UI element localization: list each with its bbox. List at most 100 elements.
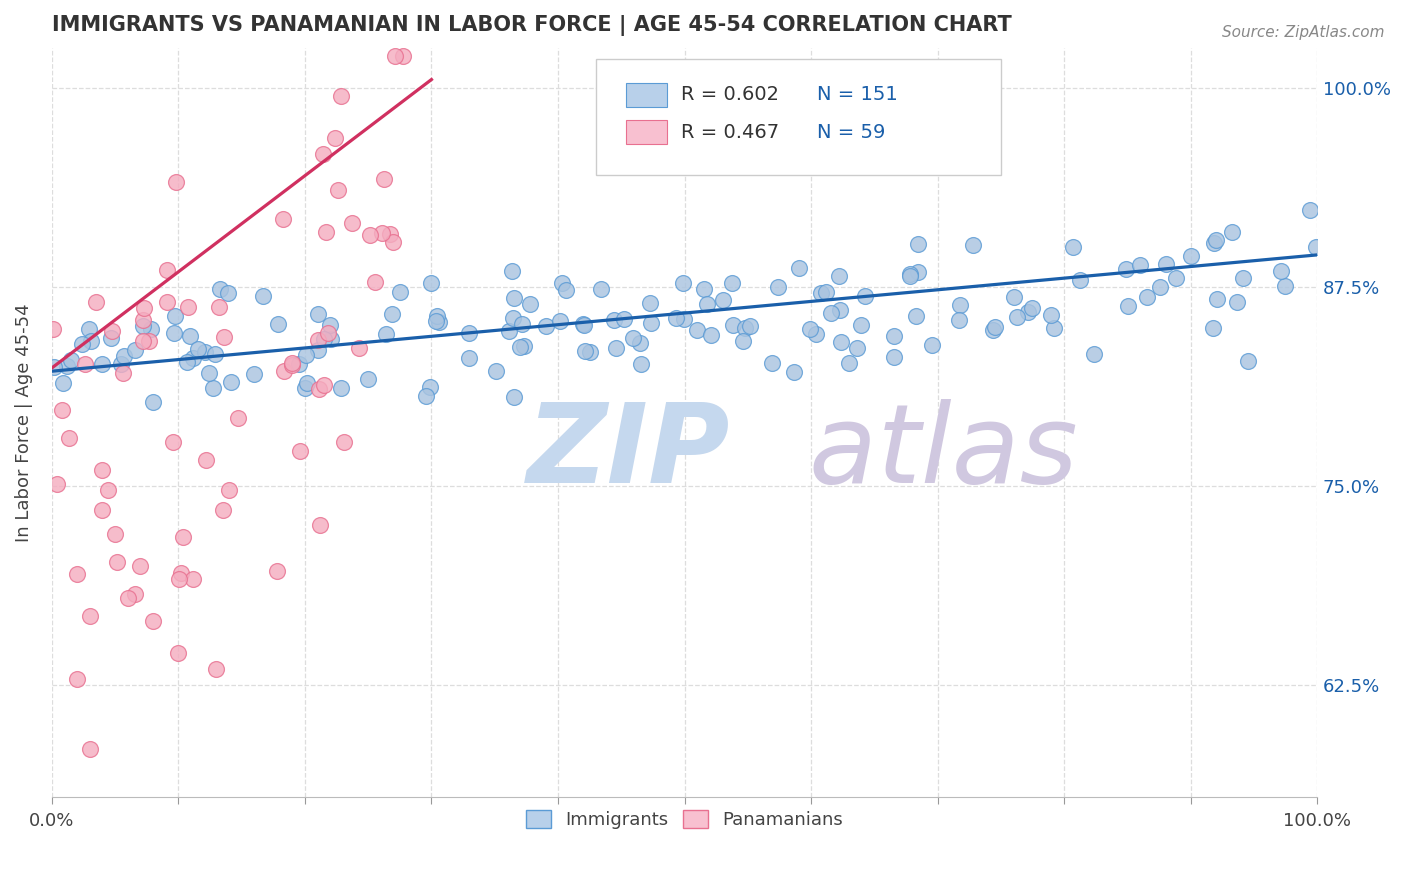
Point: [883, 351, 905, 365]
Point: [734, 321, 756, 335]
Point: [142, 615, 165, 629]
Point: [799, 322, 821, 336]
Point: [177, 301, 200, 315]
Point: [52, 376, 75, 391]
Point: [849, 318, 872, 333]
Point: [503, 390, 526, 404]
FancyBboxPatch shape: [596, 59, 1001, 175]
Point: [111, 366, 134, 380]
Point: [905, 309, 928, 323]
Text: R = 0.467: R = 0.467: [681, 123, 779, 142]
Point: [686, 323, 709, 337]
Point: [42, 321, 65, 335]
FancyBboxPatch shape: [627, 120, 666, 145]
Point: [574, 343, 596, 358]
Point: [314, 332, 336, 346]
Point: [628, 336, 651, 351]
Point: [252, 288, 274, 302]
Point: [1205, 233, 1227, 247]
Point: [308, 382, 330, 396]
Point: [329, 88, 352, 103]
Point: [415, 389, 437, 403]
Point: [308, 518, 330, 533]
Point: [197, 366, 219, 380]
Point: [205, 662, 228, 676]
Point: [898, 269, 921, 284]
Point: [846, 341, 869, 355]
Point: [156, 263, 179, 277]
Point: [425, 314, 447, 328]
Point: [100, 324, 122, 338]
Point: [1154, 257, 1177, 271]
Point: [907, 236, 929, 251]
Point: [419, 380, 441, 394]
Point: [77, 321, 100, 335]
Point: [332, 434, 354, 449]
Point: [579, 344, 602, 359]
Point: [117, 591, 139, 605]
Point: [172, 530, 194, 544]
Point: [162, 326, 184, 340]
Point: [139, 322, 162, 336]
Point: [129, 558, 152, 573]
Point: [458, 351, 481, 366]
Point: [194, 453, 217, 467]
Point: [1116, 298, 1139, 312]
Point: [548, 314, 571, 328]
Point: [156, 294, 179, 309]
Point: [738, 318, 761, 333]
Point: [326, 183, 349, 197]
Point: [381, 235, 404, 249]
Point: [208, 300, 231, 314]
Point: [266, 564, 288, 578]
Point: [1017, 305, 1039, 319]
Point: [572, 318, 595, 332]
Point: [830, 335, 852, 350]
Point: [307, 343, 329, 357]
Point: [212, 329, 235, 343]
Point: [638, 296, 661, 310]
Point: [721, 276, 744, 290]
Point: [373, 171, 395, 186]
Point: [315, 225, 337, 239]
Point: [1220, 225, 1243, 239]
Point: [167, 646, 190, 660]
Point: [883, 328, 905, 343]
Point: [613, 311, 636, 326]
Point: [131, 319, 153, 334]
Point: [699, 328, 721, 343]
Point: [295, 376, 318, 390]
Point: [810, 286, 832, 301]
Point: [1136, 290, 1159, 304]
Text: IMMIGRANTS VS PANAMANIAN IN LABOR FORCE | AGE 45-54 CORRELATION CHART: IMMIGRANTS VS PANAMANIAN IN LABOR FORCE …: [52, 15, 1011, 36]
Point: [100, 331, 122, 345]
Point: [66, 672, 89, 686]
Point: [1062, 240, 1084, 254]
Point: [501, 263, 523, 277]
Point: [165, 309, 187, 323]
Point: [392, 48, 415, 62]
FancyBboxPatch shape: [627, 83, 666, 107]
Point: [97, 483, 120, 498]
Point: [288, 443, 311, 458]
Point: [721, 318, 744, 333]
Point: [165, 175, 187, 189]
Point: [307, 307, 329, 321]
Point: [132, 312, 155, 326]
Point: [853, 289, 876, 303]
Point: [984, 320, 1007, 334]
Point: [124, 343, 146, 358]
Text: N = 151: N = 151: [817, 86, 898, 104]
Point: [1180, 248, 1202, 262]
Point: [56, 359, 79, 373]
Point: [181, 572, 204, 586]
Point: [90, 357, 112, 371]
Point: [378, 227, 401, 242]
Point: [838, 356, 860, 370]
Point: [70, 336, 93, 351]
Point: [267, 317, 290, 331]
Point: [640, 316, 662, 330]
Point: [827, 269, 849, 284]
Point: [761, 356, 783, 370]
Point: [329, 382, 352, 396]
